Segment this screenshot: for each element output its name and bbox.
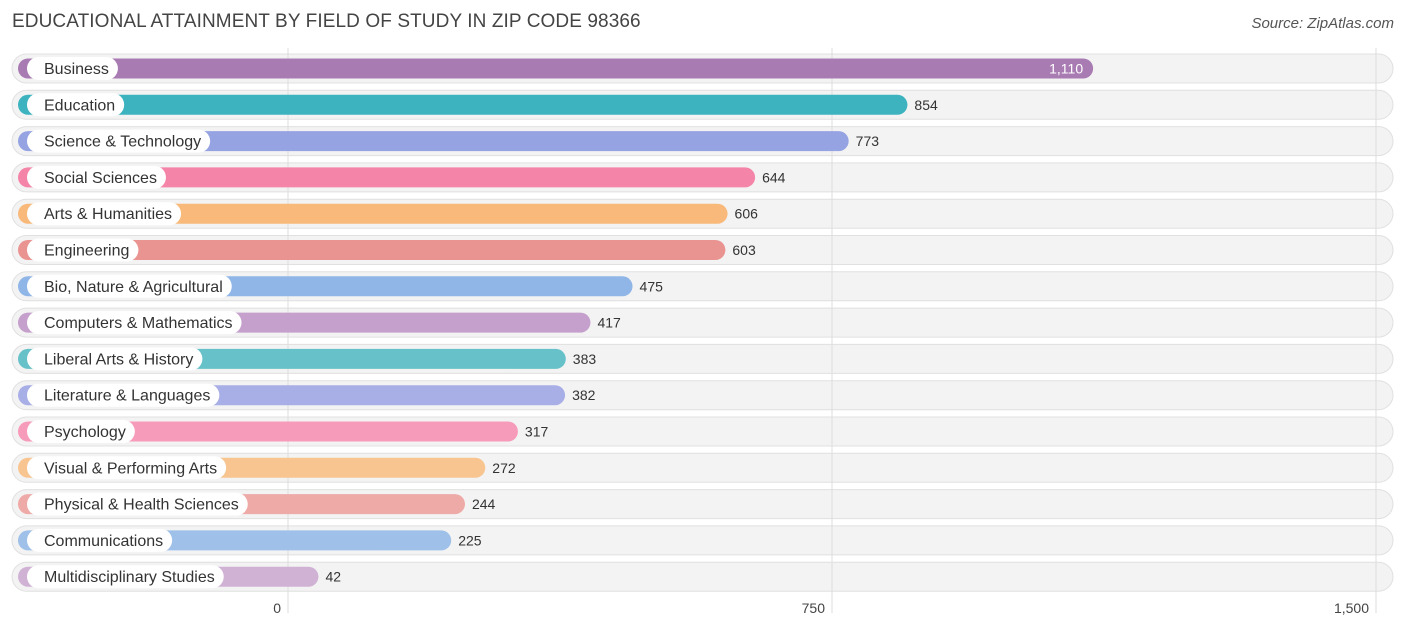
category-label-bg bbox=[27, 202, 182, 226]
category-label-bg bbox=[27, 311, 242, 335]
category-label-bg bbox=[27, 129, 211, 153]
category-label-bg bbox=[27, 492, 248, 516]
category-label: Liberal Arts & History bbox=[44, 351, 193, 368]
bar bbox=[18, 94, 908, 115]
value-label: 42 bbox=[325, 569, 341, 585]
bar bbox=[18, 203, 728, 224]
category-label: Science & Technology bbox=[44, 134, 201, 151]
bar bbox=[18, 58, 1094, 79]
category-label-bg bbox=[27, 420, 135, 443]
category-label: Computers & Mathematics bbox=[44, 315, 233, 332]
category-label: Psychology bbox=[44, 424, 126, 441]
bar bbox=[18, 131, 849, 152]
category-label: Literature & Languages bbox=[44, 388, 210, 405]
category-label-bg bbox=[27, 383, 220, 407]
category-label: Business bbox=[44, 61, 109, 78]
value-label: 317 bbox=[525, 424, 549, 440]
category-label-bg bbox=[27, 238, 139, 262]
chart-source: Source: ZipAtlas.com bbox=[1251, 15, 1394, 32]
category-label-bg bbox=[27, 565, 224, 589]
bar bbox=[18, 240, 726, 260]
category-label-bg bbox=[27, 93, 125, 117]
value-label: 603 bbox=[732, 242, 756, 258]
value-label: 244 bbox=[472, 496, 496, 512]
value-label: 272 bbox=[492, 460, 516, 476]
row-track bbox=[11, 561, 1394, 592]
category-label-bg bbox=[27, 274, 232, 298]
x-tick-label: 750 bbox=[802, 600, 826, 616]
x-tick-label: 0 bbox=[273, 600, 281, 616]
x-tick-label: 1,500 bbox=[1334, 600, 1369, 616]
chart-title: EDUCATIONAL ATTAINMENT BY FIELD OF STUDY… bbox=[12, 11, 641, 32]
value-label: 475 bbox=[640, 278, 664, 294]
bar bbox=[18, 167, 756, 188]
value-label: 417 bbox=[597, 315, 621, 331]
category-label: Engineering bbox=[44, 243, 129, 260]
value-label: 225 bbox=[458, 532, 482, 548]
category-label: Arts & Humanities bbox=[44, 206, 172, 223]
category-label-bg bbox=[27, 165, 166, 189]
category-label-bg bbox=[27, 57, 118, 80]
category-label: Visual & Performing Arts bbox=[44, 460, 217, 477]
value-label: 1,110 bbox=[1049, 61, 1083, 77]
value-label: 606 bbox=[735, 206, 759, 222]
value-label: 773 bbox=[856, 133, 880, 149]
value-label: 383 bbox=[573, 351, 597, 367]
category-label: Bio, Nature & Agricultural bbox=[44, 279, 223, 296]
category-label-bg bbox=[27, 528, 173, 552]
value-label: 644 bbox=[762, 169, 786, 185]
category-label: Physical & Health Sciences bbox=[44, 497, 239, 514]
value-label: 854 bbox=[914, 97, 938, 113]
category-label: Multidisciplinary Studies bbox=[44, 569, 215, 586]
bar bbox=[18, 421, 518, 442]
category-label: Social Sciences bbox=[44, 170, 157, 187]
category-label-bg bbox=[27, 456, 227, 480]
value-label: 382 bbox=[572, 387, 596, 403]
category-label: Education bbox=[44, 97, 115, 114]
category-label: Communications bbox=[44, 533, 163, 550]
category-label-bg bbox=[27, 347, 203, 371]
